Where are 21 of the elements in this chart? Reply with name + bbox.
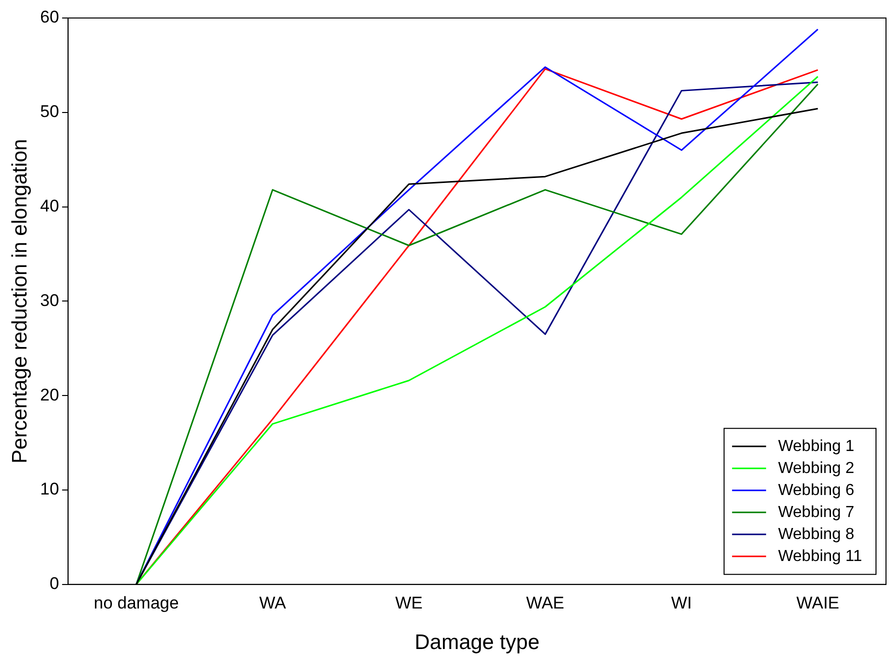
- y-axis-title: Percentage reduction in elongation: [8, 138, 32, 464]
- y-tick-label: 0: [50, 574, 60, 594]
- legend-label: Webbing 8: [778, 526, 854, 543]
- x-tick-label: WAE: [526, 593, 564, 612]
- y-tick-label: 40: [40, 196, 60, 216]
- legend-label: Webbing 11: [778, 548, 862, 565]
- legend-label: Webbing 2: [778, 460, 854, 477]
- y-tick-label: 20: [40, 385, 60, 404]
- legend-label: Webbing 6: [778, 482, 854, 499]
- legend-label: Webbing 7: [778, 504, 854, 521]
- y-tick-label: 50: [40, 102, 60, 122]
- y-tick-label: 60: [40, 8, 60, 27]
- legend-label: Webbing 1: [778, 438, 854, 455]
- x-axis-title: Damage type: [414, 631, 540, 654]
- x-tick-label: no damage: [94, 593, 179, 612]
- x-tick-label: WE: [395, 593, 423, 612]
- x-tick-label: WI: [671, 593, 692, 612]
- y-tick-label: 30: [40, 290, 60, 310]
- x-tick-label: WAIE: [796, 593, 840, 612]
- x-tick-label: WA: [259, 593, 287, 612]
- y-tick-label: 10: [40, 480, 60, 499]
